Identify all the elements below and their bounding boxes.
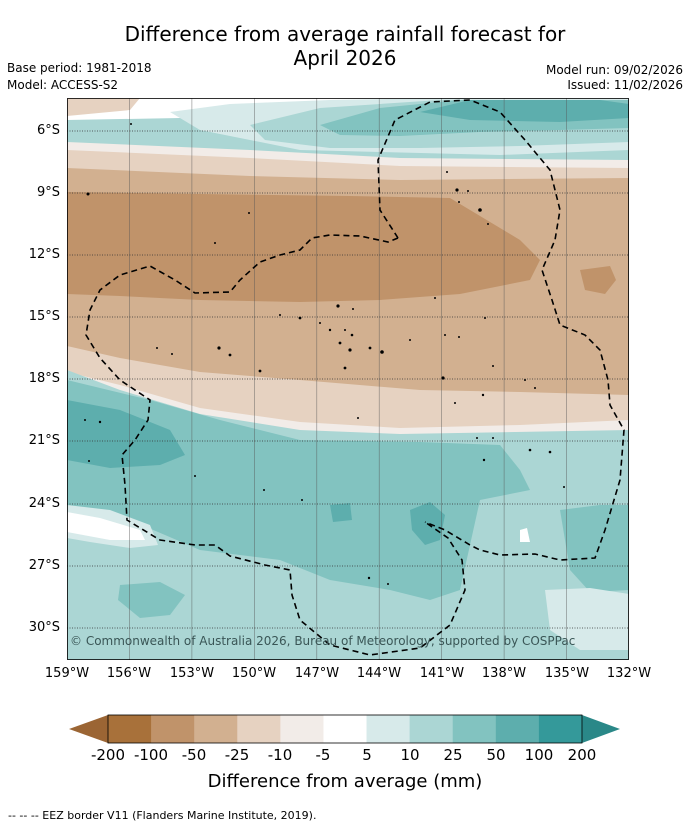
colorbar-box: [280, 715, 324, 743]
region-neutral-small: [520, 528, 530, 542]
colorbar-box: [237, 715, 281, 743]
colorbar-label: 25: [443, 746, 463, 764]
colorbar-box: [366, 715, 411, 743]
colorbar-label: -100: [133, 746, 169, 764]
lat-tick-label: 9°S: [36, 185, 60, 200]
eez-borders: [85, 99, 625, 656]
model-run: Model run: 09/02/2026: [545, 63, 683, 77]
colorbar-label: -50: [181, 746, 207, 764]
colorbar-boxes: [108, 715, 583, 743]
colorbar: [69, 714, 620, 744]
region-wet-100-small: [330, 503, 352, 522]
colorbar-label: 5: [362, 746, 372, 764]
lon-tick-label: 144°W: [356, 666, 402, 681]
colorbar-box: [538, 715, 583, 743]
lat-tick-label: 21°S: [28, 433, 60, 448]
lon-tick-label: 147°W: [294, 666, 340, 681]
colorbar-box: [323, 715, 368, 743]
title-line-2: April 2026: [293, 46, 397, 70]
colorbar-high-arrow: [582, 715, 620, 743]
lat-tick-label: 27°S: [28, 558, 60, 573]
eez-legend-footnote: -- -- -- EEZ border V11 (Flanders Marine…: [8, 809, 317, 822]
region-wet-50-east: [560, 505, 629, 592]
region-wet-100-west: [67, 400, 185, 468]
lon-tick-label: 159°W: [44, 666, 90, 681]
lat-tick-label: 24°S: [28, 496, 60, 511]
lon-tick-label: 138°W: [481, 666, 527, 681]
colorbar-label: -10: [267, 746, 293, 764]
colorbar-low-arrow: [69, 715, 108, 743]
islands: [84, 123, 565, 585]
region-wet-10-southeast: [545, 588, 629, 650]
colorbar-label: -5: [315, 746, 331, 764]
region-wet-50-south: [67, 380, 530, 600]
map-plot-area: [67, 98, 629, 660]
chart-title: Difference from average rainfall forecas…: [0, 22, 690, 70]
colorbar-box: [452, 715, 497, 743]
lon-tick-label: 132°W: [606, 666, 652, 681]
region-dry-50-east: [580, 266, 616, 294]
region-wet-50-southwest: [118, 582, 185, 618]
colorbar-box: [151, 715, 195, 743]
region-neutral-west: [67, 512, 145, 540]
lat-tick-label: 30°S: [28, 620, 60, 635]
lon-tick-label: 156°W: [106, 666, 152, 681]
map-border: [67, 98, 629, 660]
copyright-notice: © Commonwealth of Australia 2026, Bureau…: [70, 634, 576, 648]
colorbar-label: 50: [486, 746, 506, 764]
colorbar-outline: [107, 714, 583, 744]
lon-tick-label: 135°W: [544, 666, 590, 681]
region-dry-northwest: [67, 98, 140, 116]
lat-tick-label: 18°S: [28, 371, 60, 386]
base-period: Base period: 1981-2018: [7, 61, 152, 75]
colorbar-box: [108, 715, 152, 743]
colorbar-box: [409, 715, 454, 743]
lon-tick-label: 141°W: [419, 666, 465, 681]
lon-tick-label: 153°W: [169, 666, 215, 681]
region-wet-100-north: [420, 100, 629, 122]
model-name: Model: ACCESS-S2: [7, 78, 119, 92]
lat-tick-label: 15°S: [28, 309, 60, 324]
lat-tick-label: 6°S: [36, 123, 60, 138]
colorbar-box: [495, 715, 540, 743]
title-line-1: Difference from average rainfall forecas…: [124, 22, 566, 46]
lon-tick-label: 150°W: [231, 666, 277, 681]
issued-date: Issued: 11/02/2026: [567, 78, 683, 92]
colorbar-label: 200: [567, 746, 597, 764]
colorbar-box: [194, 715, 238, 743]
latitude-gridlines: [67, 130, 629, 629]
colorbar-title: Difference from average (mm): [207, 771, 483, 792]
lat-tick-label: 12°S: [28, 247, 60, 262]
colorbar-label: 100: [524, 746, 554, 764]
colorbar-label: -200: [90, 746, 126, 764]
colorbar-label: -25: [224, 746, 250, 764]
colorbar-label: 10: [400, 746, 420, 764]
